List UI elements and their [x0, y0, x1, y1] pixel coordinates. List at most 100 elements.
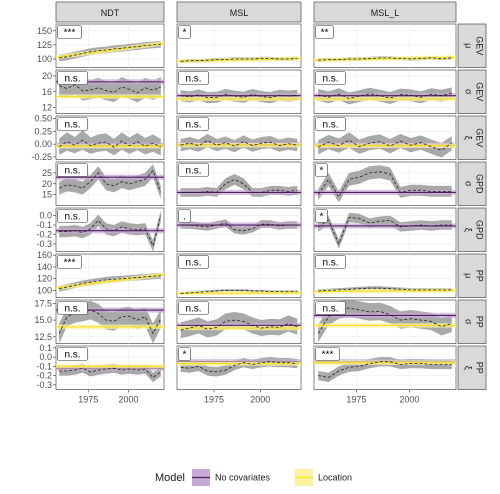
estimate-line: [59, 275, 161, 290]
x-tick-label: 2000: [399, 395, 419, 405]
estimate-line: [58, 139, 161, 148]
significance-box: [57, 209, 88, 223]
x-tick-label: 1975: [204, 395, 224, 405]
estimate-line: [180, 140, 298, 147]
legend-title: Model: [155, 472, 185, 484]
y-tick-label: 0.0: [39, 352, 52, 362]
row-strip: [457, 345, 487, 390]
y-tick-label: 16: [42, 87, 52, 97]
y-tick-label: 0.00: [34, 139, 52, 149]
row-strip: [457, 253, 487, 298]
significance-label: *: [320, 212, 324, 223]
row-strip-model: PP: [475, 270, 485, 282]
significance-label: n.s.: [64, 212, 80, 223]
y-tick-label: 12.5: [34, 332, 52, 342]
significance-box: [178, 209, 191, 223]
significance-label: ***: [64, 28, 76, 39]
significance-label: n.s.: [185, 304, 201, 315]
legend-label: Location: [318, 473, 352, 483]
column-strip-label: MSL_L: [371, 8, 400, 18]
significance-box: [57, 71, 88, 85]
row-strip-model: PP: [475, 316, 485, 328]
panel: n.s.: [313, 253, 457, 298]
row-strip-param: μ: [464, 43, 474, 48]
y-tick-label: 17.5: [34, 298, 52, 308]
significance-label: *: [183, 28, 187, 39]
y-tick-label: 150: [37, 26, 52, 36]
significance-box: [57, 347, 88, 361]
row-strip: [457, 161, 487, 206]
y-tick-label: 0.50: [34, 114, 52, 124]
significance-label: ***: [64, 258, 76, 269]
row-strip-param: σ: [464, 319, 474, 325]
y-tick-label: 100: [37, 54, 52, 64]
significance-label: n.s.: [64, 74, 80, 85]
location-line: [314, 289, 456, 293]
significance-box: [57, 163, 88, 177]
row-strip-param: ξ: [464, 366, 474, 370]
panel: .: [176, 207, 302, 252]
y-tick-label: 0.1: [39, 343, 52, 353]
y-tick-label: 20: [42, 71, 52, 81]
y-tick-label: -0.25: [31, 152, 52, 162]
significance-label: n.s.: [322, 304, 338, 315]
significance-box: [178, 347, 191, 361]
significance-box: [315, 255, 346, 269]
significance-box: [315, 117, 346, 131]
y-tick-label: 25: [42, 168, 52, 178]
significance-box: [315, 301, 346, 315]
location-line: [177, 292, 301, 294]
significance-label: n.s.: [185, 166, 201, 177]
panel: n.s.: [53, 299, 165, 344]
row-strip-param: μ: [464, 273, 474, 278]
panel: n.s.: [313, 69, 457, 114]
significance-label: n.s.: [185, 74, 201, 85]
estimate-line: [59, 84, 161, 94]
significance-label: ***: [322, 350, 334, 361]
row-strip: [457, 69, 487, 114]
panel: n.s.: [313, 299, 457, 344]
significance-box: [178, 255, 209, 269]
y-tick-label: -0.2: [36, 371, 52, 381]
legend-label: No covariates: [215, 473, 271, 483]
row-strip: [457, 115, 487, 160]
estimate-line: [317, 307, 452, 334]
confidence-ribbon: [318, 300, 452, 343]
panel: *: [176, 23, 302, 68]
significance-box: [178, 25, 191, 39]
row-strip: [457, 299, 487, 344]
significance-label: n.s.: [64, 120, 80, 131]
panel: n.s.: [176, 69, 302, 114]
estimate-line: [59, 215, 162, 247]
significance-label: *: [320, 166, 324, 177]
significance-box: [315, 209, 328, 223]
estimate-line: [317, 171, 452, 198]
significance-box: [315, 71, 346, 85]
significance-label: n.s.: [322, 258, 338, 269]
row-strip-model: PP: [475, 362, 485, 374]
y-tick-label: 120: [37, 274, 52, 284]
estimate-line: [318, 57, 452, 61]
panel: n.s.: [176, 253, 302, 298]
y-tick-label: -0.3: [36, 239, 52, 249]
y-tick-label: 100: [37, 285, 52, 295]
significance-label: n.s.: [64, 350, 80, 361]
panel: n.s.: [176, 299, 302, 344]
significance-box: [57, 301, 88, 315]
panel: n.s.: [176, 161, 302, 206]
significance-label: n.s.: [322, 120, 338, 131]
row-strip: [457, 207, 487, 252]
location-line: [314, 56, 456, 61]
row-strip-param: ξ: [464, 136, 474, 140]
panel: ***: [313, 345, 457, 390]
significance-box: [178, 117, 209, 131]
significance-box: [178, 301, 209, 315]
significance-box: [315, 347, 340, 361]
estimate-line: [180, 319, 298, 331]
significance-label: n.s.: [185, 258, 201, 269]
panel: ***: [53, 23, 165, 68]
significance-label: **: [321, 28, 329, 39]
column-strip: [55, 1, 165, 23]
significance-box: [315, 25, 334, 39]
